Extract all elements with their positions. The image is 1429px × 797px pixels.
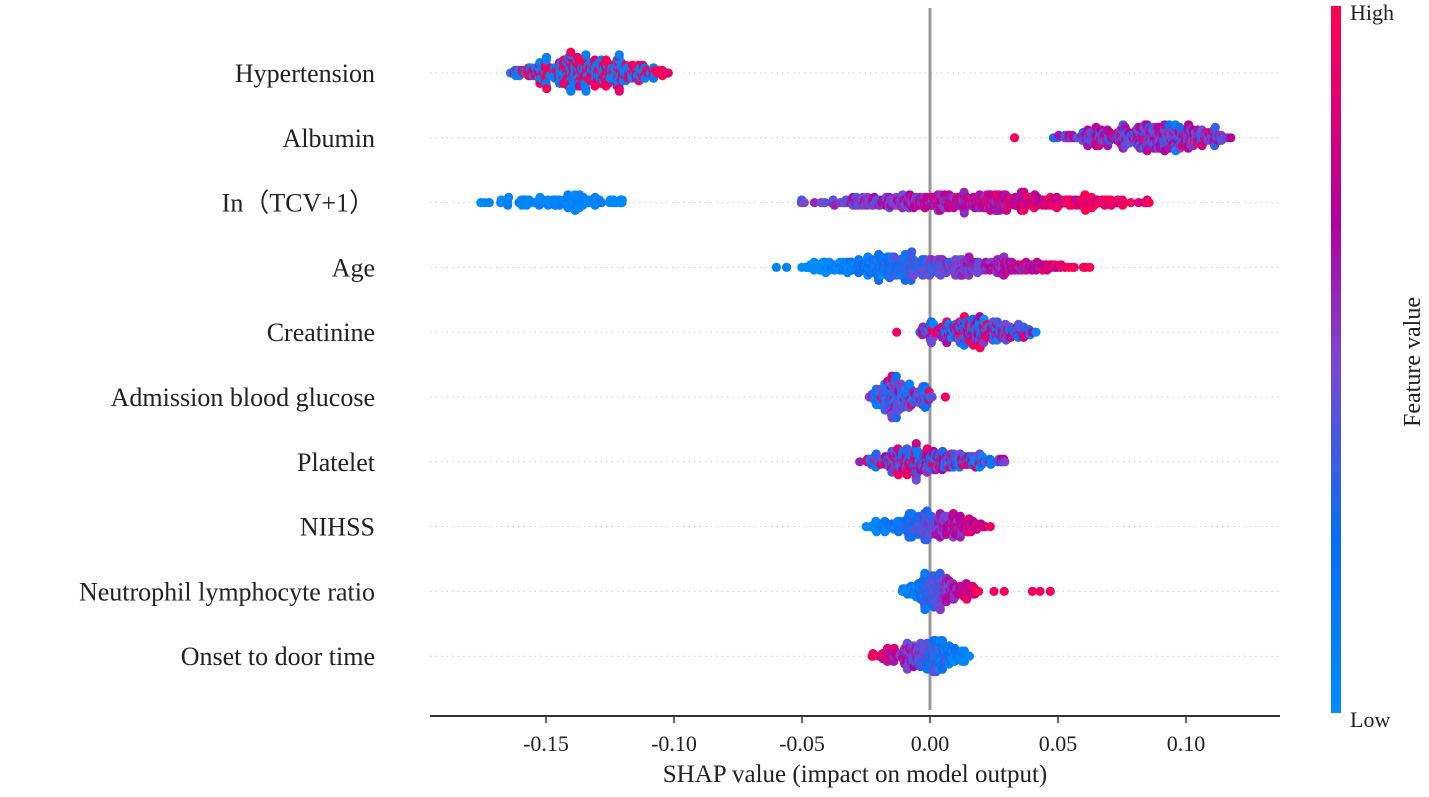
shap-dot <box>1210 122 1220 132</box>
shap-dot <box>935 605 945 615</box>
feature-labels: Hypertension Albumin In（TCV+1） Age Creatinin… <box>79 59 376 671</box>
shap-dot <box>820 198 830 208</box>
shap-dot <box>614 86 624 96</box>
shap-dot <box>1031 327 1041 337</box>
shap-dot <box>920 605 930 615</box>
shap-dot <box>974 586 984 597</box>
shap-dot <box>964 651 975 661</box>
feature-label: Neutrophil lymphocyte ratio <box>79 577 375 606</box>
feature-label: Age <box>332 253 375 282</box>
shap-dot <box>541 52 552 63</box>
shap-dot <box>799 198 809 208</box>
shap-dot <box>504 192 514 202</box>
shap-dot <box>1085 262 1095 272</box>
shap-dot <box>937 636 948 646</box>
feature-label: NIHSS <box>300 513 375 542</box>
shap-dot <box>1119 198 1129 208</box>
shap-dot <box>1126 198 1136 208</box>
x-tick-label: 0.05 <box>1039 731 1078 756</box>
colorbar <box>1331 6 1341 713</box>
shap-dot <box>1069 262 1079 272</box>
x-tick-label: 0.10 <box>1167 731 1206 756</box>
feature-label: In（TCV+1） <box>222 189 375 218</box>
shap-dot <box>1009 133 1020 143</box>
row-gridlines <box>430 72 1280 657</box>
shap-dot <box>892 327 902 337</box>
shap-dot <box>940 392 951 402</box>
shap-dot <box>891 413 902 423</box>
shap-dot <box>581 50 591 60</box>
shap-dot <box>937 664 948 674</box>
feature-label: Hypertension <box>235 59 375 88</box>
shap-dot <box>566 47 576 57</box>
shap-dot <box>985 522 995 532</box>
feature-label: Albumin <box>283 124 375 153</box>
x-tick-label: -0.10 <box>651 731 697 756</box>
shap-dot <box>597 198 607 208</box>
shap-dot <box>503 200 513 210</box>
shap-dot <box>907 247 917 257</box>
dots <box>476 47 1236 677</box>
shap-dot <box>927 392 937 402</box>
shap-dot <box>959 208 969 218</box>
shap-dot <box>771 262 782 272</box>
shap-dot <box>617 195 627 205</box>
shap-dot <box>566 86 576 96</box>
shap-dot <box>542 84 552 94</box>
x-axis-label: SHAP value (impact on model output) <box>663 761 1047 788</box>
x-tick-label: 0.00 <box>911 731 950 756</box>
colorbar-low-label: Low <box>1350 707 1390 732</box>
x-tick-label: -0.05 <box>779 731 825 756</box>
shap-dot <box>484 198 494 208</box>
shap-dot <box>989 586 999 597</box>
shap-dot <box>911 475 921 485</box>
shap-dot <box>1226 133 1236 143</box>
feature-label: Creatinine <box>267 318 375 347</box>
shap-dot <box>855 457 865 467</box>
shap-dot <box>581 86 591 96</box>
shap-dot <box>663 68 673 78</box>
x-tick-label: -0.15 <box>523 731 569 756</box>
shap-dot <box>935 568 945 578</box>
shap-dot <box>1000 457 1010 467</box>
feature-label: Platelet <box>297 448 376 477</box>
shap-dot <box>911 439 921 449</box>
x-ticks: -0.15 -0.10 -0.05 0.00 0.05 0.10 <box>523 716 1205 756</box>
shap-dot <box>1027 586 1037 597</box>
shap-dot <box>1144 198 1154 208</box>
shap-dot <box>809 198 820 208</box>
shap-dot <box>1045 586 1055 597</box>
feature-label: Admission blood glucose <box>111 383 375 412</box>
shap-dot <box>782 262 792 272</box>
shap-dot <box>891 371 901 381</box>
shap-dot <box>999 586 1009 597</box>
shap-dot <box>1035 586 1045 597</box>
shap-dot <box>614 50 624 60</box>
feature-label: Onset to door time <box>181 642 375 671</box>
colorbar-high-label: High <box>1350 0 1394 25</box>
colorbar-title: Feature value <box>1400 297 1426 427</box>
